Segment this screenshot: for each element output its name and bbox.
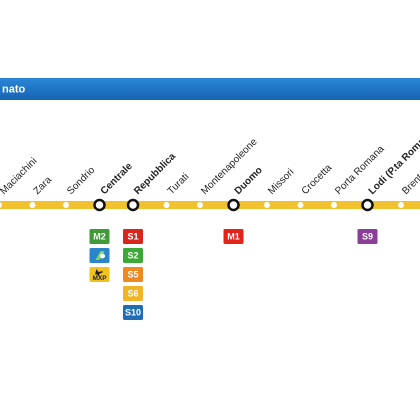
badge-icon — [100, 253, 105, 259]
line-badge — [123, 305, 143, 320]
badge-label: M2 — [93, 231, 106, 241]
station-label: Missori — [266, 167, 296, 197]
direction-bar — [0, 78, 420, 100]
station-label: Duomo — [233, 165, 265, 197]
line-badge — [89, 267, 110, 282]
line-badge — [123, 267, 143, 282]
station-label: Centrale — [99, 161, 135, 197]
badge-label: S6 — [127, 288, 138, 298]
line-badge — [123, 229, 143, 244]
station-label: Sondrio — [65, 165, 97, 197]
line-badge — [357, 229, 378, 244]
station-stop — [398, 202, 404, 208]
interchange-stop — [93, 198, 106, 212]
badge-label: S1 — [127, 231, 138, 241]
badge-label: MXP — [92, 275, 107, 282]
line-badge — [223, 229, 244, 244]
direction-title: nato — [2, 83, 26, 95]
station-stop — [331, 202, 337, 208]
badge-label: S10 — [125, 307, 141, 317]
station-stop — [163, 202, 170, 208]
station-stop — [197, 202, 203, 208]
badge-label: M1 — [227, 231, 240, 241]
badge-label: S2 — [127, 250, 138, 260]
station-stop — [264, 202, 270, 208]
line-badge — [123, 248, 143, 263]
station-stop — [29, 202, 36, 208]
station-stop — [0, 202, 2, 208]
station-label: Montenapoleone — [199, 136, 260, 197]
line-badge — [89, 229, 110, 244]
badge-label: S5 — [127, 269, 138, 279]
interchange-stop — [126, 198, 140, 212]
station-stop — [297, 202, 304, 208]
interchange-stop — [227, 198, 240, 212]
metro-line — [0, 201, 420, 209]
interchange-stop — [361, 198, 374, 212]
station-label: Crocetta — [300, 162, 335, 197]
station-stop — [63, 202, 69, 208]
station-label: Turati — [166, 171, 192, 197]
badge-label: S9 — [362, 231, 373, 241]
station-label: Zara — [32, 174, 55, 197]
station-label: Brenta — [400, 168, 420, 197]
badge-icon — [95, 251, 105, 260]
line-badge — [123, 286, 143, 301]
airplane-icon — [95, 269, 103, 277]
